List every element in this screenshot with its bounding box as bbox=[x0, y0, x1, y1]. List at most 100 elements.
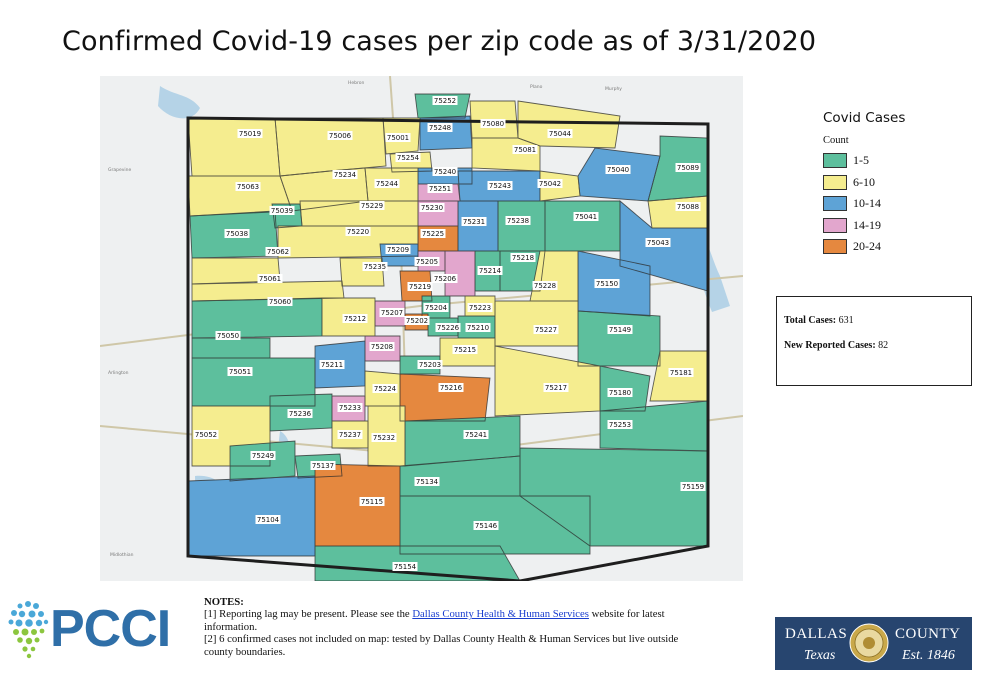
zip-label-75052: 75052 bbox=[193, 430, 219, 439]
legend-subtitle: Count bbox=[823, 135, 849, 146]
zip-label-text: 75220 bbox=[347, 228, 369, 236]
dallas-word: DALLAS bbox=[785, 626, 848, 642]
zip-label-text: 75207 bbox=[381, 309, 403, 317]
zip-label-75063: 75063 bbox=[235, 182, 261, 191]
zip-label-bg bbox=[607, 325, 633, 334]
zip-label-bg bbox=[420, 229, 446, 238]
zip-label-text: 75040 bbox=[607, 166, 629, 174]
zip-label-bg bbox=[359, 201, 385, 210]
zip-label-bg bbox=[235, 182, 261, 191]
zip-label-bg bbox=[573, 212, 599, 221]
zip-label-75223: 75223 bbox=[467, 303, 493, 312]
zip-label-75214: 75214 bbox=[477, 266, 503, 275]
zip-label-text: 75062 bbox=[267, 248, 289, 256]
zip-border bbox=[399, 270, 433, 302]
zip-label-text: 75231 bbox=[463, 218, 485, 226]
zip-label-bg bbox=[362, 262, 388, 271]
zip-label-text: 75237 bbox=[339, 431, 361, 439]
zip-label-text: 75041 bbox=[575, 213, 597, 221]
zip-label-text: 75050 bbox=[217, 332, 239, 340]
zip-label-text: 75224 bbox=[374, 385, 397, 393]
region-75050 bbox=[192, 338, 270, 358]
zip-label-bg bbox=[512, 145, 538, 154]
zip-label-text: 75241 bbox=[465, 431, 487, 439]
zip-label-75238: 75238 bbox=[505, 216, 531, 225]
zip-label-bg bbox=[215, 331, 241, 340]
region-75044 bbox=[518, 101, 620, 148]
zip-label-bg bbox=[385, 133, 411, 142]
zip-label-bg bbox=[371, 433, 397, 442]
zip-label-bg bbox=[480, 119, 506, 128]
place-arlington: Arlington bbox=[108, 370, 129, 376]
region-75006 bbox=[275, 118, 386, 176]
zip-label-75081: 75081 bbox=[512, 145, 538, 154]
legend-label: 10-14 bbox=[853, 196, 881, 211]
zip-label-75216: 75216 bbox=[438, 383, 464, 392]
zip-label-75149: 75149 bbox=[607, 325, 633, 334]
zip-label-bg bbox=[432, 96, 458, 105]
pcci-dots-icon bbox=[8, 601, 49, 659]
zip-label-bg bbox=[605, 165, 631, 174]
county-word: COUNTY bbox=[895, 626, 961, 642]
zip-label-75042: 75042 bbox=[537, 179, 563, 188]
zip-label-bg bbox=[543, 383, 569, 392]
region-75229 bbox=[300, 201, 418, 226]
zip-label-bg bbox=[505, 216, 531, 225]
zip-label-text: 75061 bbox=[259, 275, 281, 283]
zip-label-bg bbox=[255, 515, 281, 524]
zip-label-75249: 75249 bbox=[250, 451, 276, 460]
zip-label-text: 75226 bbox=[437, 324, 460, 332]
zip-label-bg bbox=[374, 179, 400, 188]
zip-label-bg bbox=[332, 170, 358, 179]
region-75041 bbox=[545, 201, 620, 251]
zip-label-text: 75180 bbox=[609, 389, 631, 397]
zip-label-75088: 75088 bbox=[675, 202, 701, 211]
pcci-logo: PCCI bbox=[6, 596, 186, 662]
zip-label-75207: 75207 bbox=[379, 308, 405, 317]
zip-border bbox=[382, 117, 421, 155]
zip-label-text: 75043 bbox=[647, 239, 669, 247]
zip-label-bg bbox=[675, 163, 701, 172]
zip-label-text: 75001 bbox=[387, 134, 409, 142]
zip-border bbox=[191, 357, 316, 407]
zip-label-text: 75150 bbox=[596, 280, 618, 288]
zip-label-text: 75214 bbox=[479, 267, 502, 275]
dallas-county-logo: DALLAS COUNTY Texas Est. 1846 bbox=[775, 617, 972, 670]
zip-label-75220: 75220 bbox=[345, 227, 371, 236]
dchhs-link[interactable]: Dallas County Health & Human Services bbox=[412, 608, 589, 621]
zip-label-bg bbox=[359, 497, 385, 506]
zip-label-75104: 75104 bbox=[255, 515, 281, 524]
zip-label-75146: 75146 bbox=[473, 521, 499, 530]
zip-label-bg bbox=[319, 360, 345, 369]
legend-item-20-24: 20-24 bbox=[823, 236, 935, 258]
place-grapevine: Grapevine bbox=[108, 167, 131, 173]
zip-label-text: 75060 bbox=[269, 298, 291, 306]
total-cases: Total Cases: 631 bbox=[784, 315, 971, 326]
region-75115 bbox=[315, 464, 400, 546]
place-midlothian: Midlothian bbox=[110, 552, 134, 558]
zip-label-text: 75044 bbox=[549, 130, 572, 138]
zip-label-bg bbox=[452, 345, 478, 354]
zip-label-75203: 75203 bbox=[417, 360, 443, 369]
zip-label-bg bbox=[645, 238, 671, 247]
zip-label-text: 75235 bbox=[364, 263, 386, 271]
zip-label-text: 75233 bbox=[339, 404, 361, 412]
pcci-wordmark: PCCI bbox=[50, 600, 171, 658]
zip-label-75204: 75204 bbox=[423, 303, 449, 312]
zip-label-bg bbox=[594, 279, 620, 288]
zip-label-text: 75134 bbox=[416, 478, 439, 486]
zip-label-text: 75243 bbox=[489, 182, 511, 190]
place-hebron: Hebron bbox=[348, 80, 365, 86]
zip-label-75211: 75211 bbox=[319, 360, 345, 369]
zip-label-text: 75230 bbox=[421, 204, 443, 212]
zip-label-75080: 75080 bbox=[480, 119, 506, 128]
note-2: [2] 6 confirmed cases not included on ma… bbox=[204, 633, 679, 658]
legend-swatch bbox=[823, 153, 847, 169]
zip-label-text: 75240 bbox=[434, 168, 456, 176]
zip-label-75219: 75219 bbox=[407, 282, 433, 291]
note-1: [1] Reporting lag may be present. Please… bbox=[204, 608, 704, 633]
zip-label-text: 75209 bbox=[387, 246, 409, 254]
zip-label-text: 75217 bbox=[545, 384, 567, 392]
region-75088 bbox=[648, 196, 708, 228]
zip-border bbox=[519, 447, 709, 547]
